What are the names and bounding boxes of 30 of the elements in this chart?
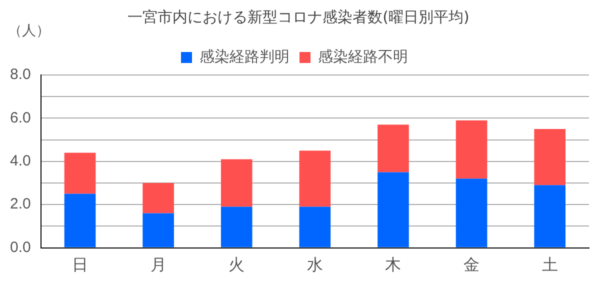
bar — [299, 150, 331, 207]
y-tick-label: 6.0 — [10, 109, 31, 126]
y-tick-label: 4.0 — [10, 152, 31, 170]
y-axis-title: （人） — [8, 22, 50, 40]
x-tick-label: 金 — [464, 256, 480, 274]
bar — [456, 120, 488, 179]
bar — [378, 124, 409, 172]
bar — [456, 178, 488, 248]
bar — [142, 183, 174, 214]
bar — [378, 172, 409, 248]
bar — [220, 206, 252, 248]
bar — [534, 185, 566, 248]
y-tick-label: 8.0 — [10, 66, 31, 84]
x-tick-label: 水 — [306, 256, 323, 274]
y-tick-label: 2.0 — [10, 196, 31, 213]
legend-label: 感染経路判明 — [200, 47, 290, 66]
x-tick-label: 土 — [542, 256, 558, 274]
chart-title: 一宮市内における新型コロナ感染者数(曜日別平均) — [128, 8, 470, 26]
y-tick-label: 0.0 — [10, 238, 31, 256]
x-tick-label: 木 — [385, 256, 402, 274]
bar — [299, 206, 331, 248]
bar — [220, 159, 252, 207]
bar — [534, 129, 566, 186]
x-tick-label: 火 — [228, 256, 245, 274]
bar — [64, 194, 96, 248]
bar — [64, 152, 96, 194]
bar — [142, 213, 174, 248]
legend-label: 感染経路不明 — [318, 47, 408, 66]
x-tick-label: 月 — [150, 256, 166, 274]
x-tick-label: 日 — [72, 256, 88, 274]
